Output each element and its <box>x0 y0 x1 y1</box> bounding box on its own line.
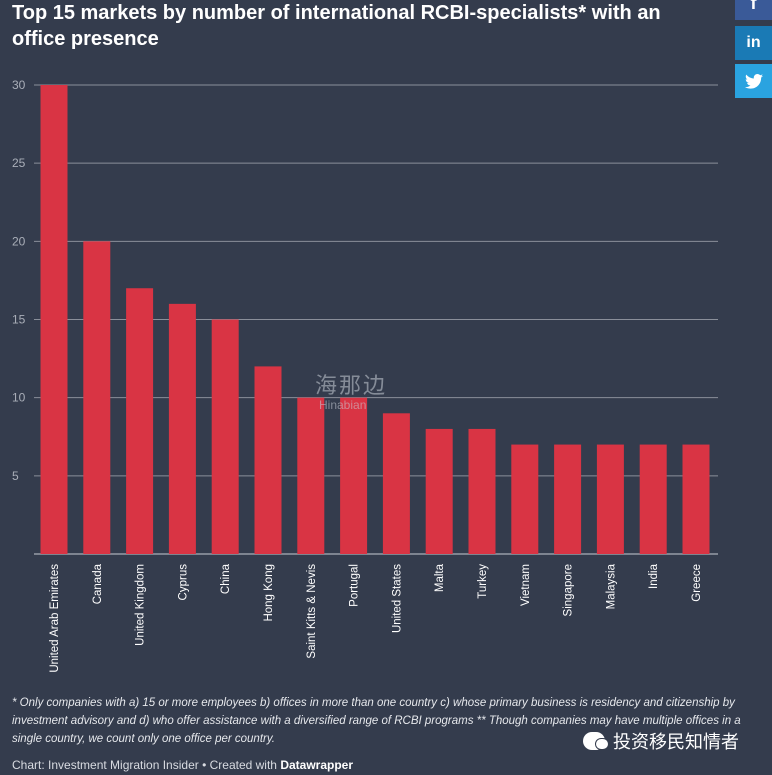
bar <box>254 366 282 554</box>
twitter-share-button[interactable] <box>735 64 772 98</box>
bar <box>554 444 582 554</box>
bar <box>168 303 196 554</box>
y-tick-label: 30 <box>12 78 26 92</box>
bar <box>511 444 539 554</box>
x-tick-label: United Kingdom <box>135 564 147 646</box>
y-tick-label: 5 <box>12 469 19 483</box>
facebook-icon: f <box>750 0 757 13</box>
y-tick-label: 25 <box>12 156 26 170</box>
bar <box>682 444 710 554</box>
bar <box>297 397 325 554</box>
x-tick-label: Canada <box>92 563 104 604</box>
linkedin-share-button[interactable]: in <box>735 26 772 60</box>
twitter-icon <box>744 73 763 89</box>
x-tick-label: Saint Kitts & Nevis <box>306 564 318 659</box>
datawrapper-link[interactable]: Datawrapper <box>280 758 354 772</box>
bar <box>340 397 368 554</box>
watermark-text-en: Hinabian <box>319 398 367 412</box>
x-tick-label: China <box>220 563 232 594</box>
x-tick-label: Malaysia <box>605 563 617 609</box>
x-tick-label: Hong Kong <box>263 564 275 622</box>
x-tick-label: United Arab Emirates <box>49 564 61 673</box>
bar <box>468 428 496 554</box>
y-tick-label: 20 <box>12 234 26 248</box>
x-tick-label: Malta <box>434 563 446 592</box>
bars <box>40 85 710 555</box>
bar <box>425 428 453 554</box>
x-tick-label: Cyprus <box>177 564 189 601</box>
bar <box>596 444 624 554</box>
chart-credit: Chart: Investment Migration Insider • Cr… <box>12 758 353 772</box>
linkedin-icon: in <box>746 34 761 51</box>
watermark-logo: 海那边 Hinabian <box>315 368 387 412</box>
wechat-icon <box>583 732 609 750</box>
x-tick-label: Singapore <box>563 564 575 616</box>
x-tick-label: United States <box>391 564 403 633</box>
bar <box>211 319 239 554</box>
x-axis-tick-labels: United Arab Emirates Canada United Kingdom… <box>49 563 703 672</box>
credit-text: Chart: Investment Migration Insider • Cr… <box>12 758 281 772</box>
y-tick-label: 15 <box>12 313 26 327</box>
wechat-account-name: 投资移民知情者 <box>613 732 739 752</box>
chart-title: Top 15 markets by number of internationa… <box>12 2 661 50</box>
bar <box>639 444 667 554</box>
x-tick-label: India <box>648 563 660 589</box>
x-tick-label: Portugal <box>349 564 361 607</box>
wechat-account: 投资移民知情者 <box>583 728 739 754</box>
facebook-share-button[interactable]: f <box>735 0 772 20</box>
y-axis-tick-labels: 5 10 15 20 25 30 <box>12 78 26 483</box>
bar <box>126 288 154 554</box>
x-tick-label: Vietnam <box>520 564 532 606</box>
x-tick-label: Turkey <box>477 564 489 599</box>
y-tick-label: 10 <box>12 391 26 405</box>
bar <box>382 413 410 554</box>
chart-footnote: * Only companies with a) 15 or more empl… <box>12 697 741 745</box>
watermark-text-cn: 海那边 <box>315 373 388 398</box>
bar <box>40 85 68 554</box>
bar <box>83 241 111 555</box>
x-tick-label: Greece <box>691 564 703 602</box>
